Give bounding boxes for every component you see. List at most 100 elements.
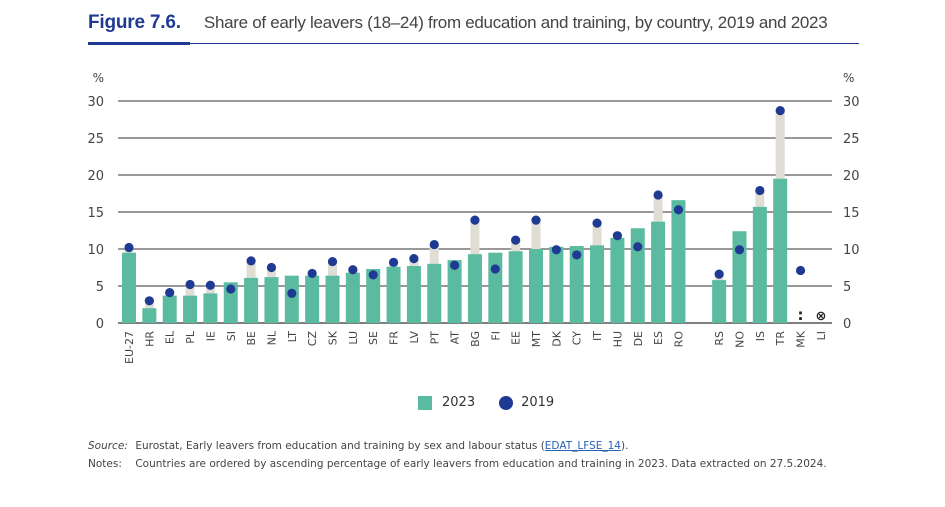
bar-2023 [345,272,360,323]
bar-2023 [203,293,218,323]
bar-2023 [590,245,605,323]
title-rule [88,43,859,44]
gap-bar [775,110,785,179]
y-tick-label-right: 25 [843,132,860,147]
y-tick-label-right: 30 [843,95,860,110]
bar-2023 [162,295,177,323]
bar-2023 [183,295,198,323]
gap-bar [185,284,195,296]
x-tick-label: SI [225,331,238,341]
dot-2019 [795,265,806,276]
bar-2023 [671,200,686,323]
chart-svg: 0 0 5 5 10 10 15 15 20 20 25 25 30 30% % EU-27 HR EL PL IE S… [87,71,860,364]
dot-2019 [327,256,338,267]
dot-2019 [266,262,277,273]
dot-2019 [205,280,215,290]
y-tick-label-right: 10 [843,243,860,258]
gap-bar [653,194,663,222]
x-tick-label: FI [489,331,502,341]
bar-2023 [773,178,788,323]
x-tick-label: ES [652,331,665,345]
dot-2019 [714,269,724,279]
x-tick-label: LU [347,331,360,345]
gap-bar [429,244,439,264]
x-tick-label: SE [367,331,380,345]
x-tick-label: MK [795,330,808,347]
x-tick-label: CZ [306,331,319,347]
bar-2023 [305,275,320,323]
figure-title-row: Figure 7.6. Share of early leavers (18–2… [88,12,828,34]
bar-2023 [752,206,767,323]
y-unit-left: % [93,71,104,85]
dot-2019 [551,245,561,255]
dot-2019 [307,268,317,279]
y-tick-label-left: 10 [87,243,104,258]
y-tick-label-right: 20 [843,169,860,184]
x-tick-label: IE [204,331,217,341]
gap-bar [470,220,480,255]
bar-2023 [447,260,462,323]
x-tick-label: NL [265,330,278,345]
bar-2023 [610,237,625,323]
bar-2023 [488,252,503,323]
dot-2019 [531,215,541,225]
y-tick-label-left: 5 [96,280,104,295]
dot-2019 [246,256,256,266]
dot-2019 [673,205,684,215]
x-tick-label: HR [143,331,156,347]
x-tick-label: BE [245,331,258,346]
bar-2023 [406,266,421,323]
x-tick-label: LI [815,331,828,340]
legend-square-icon [418,395,432,410]
notes-text: Countries are ordered by ascending perce… [135,458,827,470]
bar-2023 [284,275,299,323]
gap-bar [328,261,337,276]
x-tick-label: LT [286,331,299,343]
gap-bar [511,240,521,252]
bar-2023 [427,263,442,323]
bar-2023 [142,308,157,323]
legend: 2023 2019 [418,395,554,410]
gap-bar [755,190,765,207]
x-tick-label: RO [672,331,685,348]
dot-2019 [490,264,500,274]
bar-2023 [223,282,238,323]
bar-2023 [264,277,279,323]
x-tick-label: PT [428,331,441,345]
notes-block: Source: Eurostat, Early leavers from edu… [88,437,827,473]
bar-2023 [732,231,747,323]
bar-2023 [244,277,259,323]
dot-2019 [287,288,297,298]
gap-bar [246,260,256,278]
dot-2019 [409,254,419,264]
dot-2019 [388,257,399,267]
y-tick-label-left: 0 [96,317,104,332]
legend-dot-icon [499,395,514,410]
dot-2019 [470,215,480,225]
x-tick-label: HU [611,331,624,347]
source-text-end: ). [620,440,629,452]
x-tick-label: IS [754,331,767,341]
source-link[interactable]: EDAT_LFSE_14 [544,440,621,452]
dot-2019 [185,279,195,290]
x-tick-label: LV [408,331,421,344]
gap-bar [531,220,541,249]
bar-2023 [651,221,666,323]
dot-2019 [450,260,460,270]
notes-label: Notes: [88,458,122,470]
legend-label-2019: 2019 [521,395,555,410]
dot-2019 [734,245,745,255]
dot-2019 [592,218,602,228]
x-tick-label: MT [530,331,543,347]
dot-2019 [144,296,154,306]
x-tick-label: RS [713,331,726,346]
dot-2019 [429,239,439,250]
y-tick-label-right: 15 [843,206,860,221]
dot-2019 [124,242,134,253]
special-marker: : [798,306,804,324]
title-rule-accent [88,42,190,45]
dot-2019 [511,235,521,245]
y-tick-label-right: 5 [843,280,851,295]
y-tick-label-left: 15 [87,206,104,221]
bar-2023 [630,228,645,323]
